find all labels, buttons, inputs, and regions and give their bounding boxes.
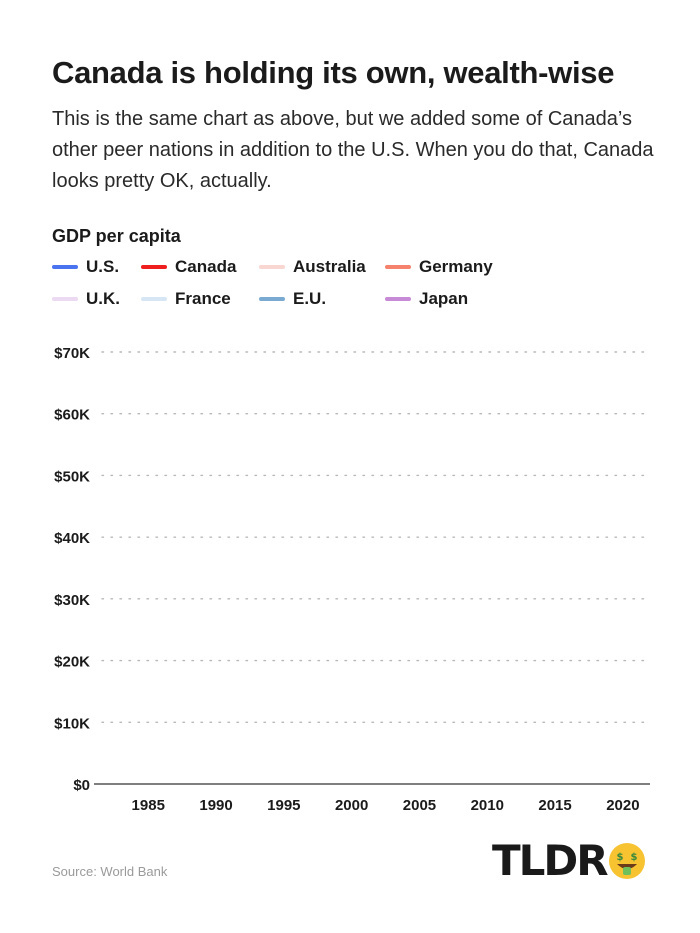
- legend-label-australia: Australia: [293, 257, 366, 276]
- x-tick-label: 2000: [335, 797, 368, 814]
- logo-text: TLDR: [492, 836, 609, 885]
- legend-item-canada: Canada: [141, 257, 236, 277]
- legend-item-japan: Japan: [385, 289, 468, 309]
- y-tick-label: $0: [73, 777, 90, 794]
- legend-label-germany: Germany: [419, 257, 493, 276]
- svg-text:$: $: [630, 852, 637, 863]
- x-tick-label: 1990: [199, 797, 232, 814]
- legend-item-germany: Germany: [385, 257, 493, 277]
- gdp-line-chart: $0 $10K $20K $30K $40K $50K $60K $70K 1985 1990 19…: [54, 345, 651, 814]
- legend-swatch-eu: [259, 297, 285, 301]
- legend-label-france: France: [175, 289, 231, 308]
- y-tick-label: $40K: [54, 530, 90, 547]
- legend-swatch-uk: [52, 297, 78, 301]
- legend-label-eu: E.U.: [293, 289, 327, 308]
- legend-label-us: U.S.: [86, 257, 120, 276]
- y-tick-label: $30K: [54, 592, 90, 609]
- y-tick-label: $60K: [54, 407, 90, 424]
- legend-item-uk: U.K.: [52, 289, 120, 309]
- svg-text:$: $: [616, 852, 623, 863]
- legend-item-us: U.S.: [52, 257, 119, 277]
- legend-swatch-canada: [141, 265, 167, 269]
- legend-swatch-germany: [385, 265, 411, 269]
- legend-label-japan: Japan: [419, 289, 469, 308]
- y-tick-label: $70K: [54, 345, 90, 362]
- x-tick-label: 1995: [267, 797, 300, 814]
- x-tick-label: 2015: [538, 797, 571, 814]
- money-face-icon: $ $: [608, 843, 645, 879]
- x-tick-label: 1985: [132, 797, 165, 814]
- legend-swatch-australia: [259, 265, 285, 269]
- y-tick-label: $20K: [54, 654, 90, 671]
- chart-label: GDP per capita: [52, 226, 181, 246]
- legend-swatch-france: [141, 297, 167, 301]
- legend-swatch-japan: [385, 297, 411, 301]
- legend-item-australia: Australia: [259, 257, 366, 277]
- legend-label-uk: U.K.: [86, 289, 120, 308]
- source-note: Source: World Bank: [52, 864, 168, 879]
- legend-swatch-us: [52, 265, 78, 269]
- legend-label-canada: Canada: [175, 257, 237, 276]
- x-tick-label: 2010: [471, 797, 504, 814]
- y-tick-label: $10K: [54, 715, 90, 732]
- x-tick-label: 2020: [606, 797, 639, 814]
- tldr-logo: TLDR $ $: [492, 836, 647, 886]
- legend-item-france: France: [141, 289, 231, 309]
- y-tick-label: $50K: [54, 468, 90, 485]
- legend-item-eu: E.U.: [259, 289, 326, 309]
- chart-subtitle: This is the same chart as above, but we …: [52, 108, 654, 192]
- chart-title: Canada is holding its own, wealth-wise: [52, 55, 615, 90]
- x-tick-label: 2005: [403, 797, 436, 814]
